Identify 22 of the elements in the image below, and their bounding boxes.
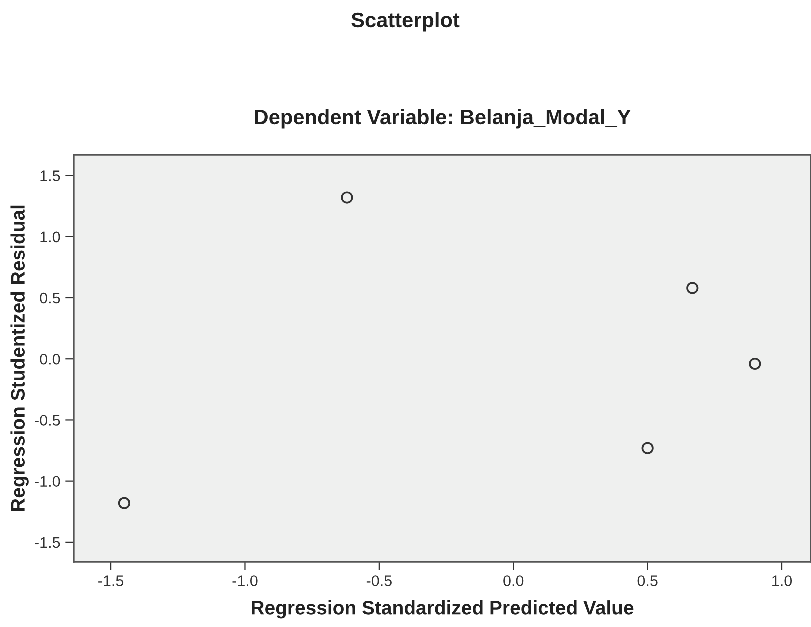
- x-axis-title: Regression Standardized Predicted Value: [252, 600, 634, 619]
- chart-title: Scatterplot: [352, 12, 460, 32]
- point: [341, 192, 354, 204]
- x-tick-label: -1.0: [232, 576, 258, 586]
- y-axis-title: Regression Studentized Residual: [10, 206, 29, 512]
- x-tick-label: 1.0: [772, 576, 792, 586]
- x-tick-label: 0.5: [638, 576, 658, 586]
- y-tick-label: -1.0: [35, 476, 60, 488]
- y-tick-label: -1.5: [35, 537, 60, 548]
- chart-subtitle: Dependent Variable: Belanja_Modal_Y: [255, 109, 631, 129]
- y-tick-label: 1.0: [40, 232, 60, 243]
- x-tick-label: 0.0: [504, 576, 524, 586]
- y-tick-label: 0.0: [40, 354, 60, 365]
- x-tick-label: -0.5: [366, 576, 392, 586]
- y-tick-label: 1.5: [40, 170, 60, 182]
- y-tick-label: -0.5: [35, 415, 60, 426]
- point: [686, 282, 699, 294]
- x-tick-label: -1.5: [98, 576, 124, 586]
- y-tick-label: 0.5: [40, 292, 60, 304]
- point: [118, 497, 131, 510]
- point: [749, 358, 762, 370]
- point: [642, 442, 654, 454]
